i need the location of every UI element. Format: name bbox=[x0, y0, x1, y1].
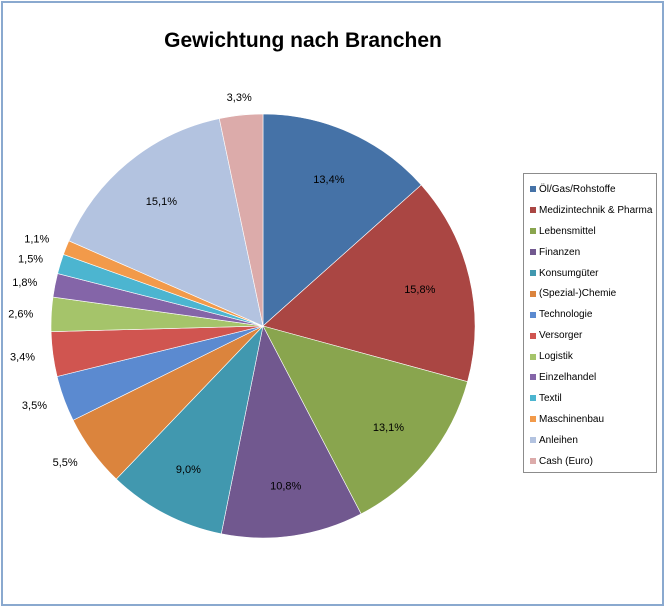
legend-swatch bbox=[530, 395, 536, 402]
legend-swatch bbox=[530, 249, 536, 256]
slice-value-label-13: 15,1% bbox=[146, 196, 177, 208]
slice-value-label-3: 13,1% bbox=[373, 422, 404, 434]
slice-value-label-7: 3,5% bbox=[22, 400, 47, 412]
legend-entry: Einzelhandel bbox=[530, 367, 656, 388]
pie-slice-5 bbox=[115, 325, 264, 535]
legend-label: Öl/Gas/Rohstoffe bbox=[539, 183, 616, 195]
legend-swatch bbox=[530, 416, 536, 423]
legend-swatch bbox=[530, 353, 536, 360]
slice-value-label-6: 5,5% bbox=[53, 457, 78, 469]
pie-slice-1 bbox=[262, 113, 422, 327]
legend-entry: Technologie bbox=[530, 304, 656, 325]
legend-label: Textil bbox=[539, 392, 562, 404]
legend-label: Medizintechnik & Pharma bbox=[539, 204, 653, 216]
legend-swatch bbox=[530, 186, 536, 193]
legend-label: Maschinenbau bbox=[539, 413, 605, 425]
legend-entry: Textil bbox=[530, 388, 656, 409]
legend-entry: Maschinenbau bbox=[530, 409, 656, 430]
legend-entry: Lebensmittel bbox=[530, 221, 656, 242]
slice-value-label-2: 15,8% bbox=[404, 284, 435, 296]
legend-label: Konsumgüter bbox=[539, 267, 599, 279]
legend-swatch bbox=[530, 311, 536, 318]
slice-value-label-1: 13,4% bbox=[313, 174, 344, 186]
legend-label: Lebensmittel bbox=[539, 225, 596, 237]
slice-value-label-9: 2,6% bbox=[8, 308, 33, 320]
chart-legend: Öl/Gas/Rohstoffe Medizintechnik & Pharma L… bbox=[523, 173, 657, 473]
legend-entry: Anleihen bbox=[530, 430, 656, 451]
slice-value-label-10: 1,8% bbox=[12, 277, 37, 289]
legend-entry: Finanzen bbox=[530, 242, 656, 263]
pie-slice-13 bbox=[68, 118, 264, 327]
legend-swatch bbox=[530, 290, 536, 297]
slice-value-label-11: 1,5% bbox=[18, 254, 43, 266]
legend-swatch bbox=[530, 332, 536, 339]
pie-slice-4 bbox=[220, 325, 362, 539]
legend-label: Finanzen bbox=[539, 246, 581, 258]
legend-label: Anleihen bbox=[539, 434, 578, 446]
legend-swatch bbox=[530, 228, 536, 235]
legend-swatch bbox=[530, 207, 536, 214]
legend-label: Logistik bbox=[539, 351, 573, 363]
legend-entry: Cash (Euro) bbox=[530, 451, 656, 472]
legend-swatch bbox=[530, 270, 536, 276]
slice-value-label-8: 3,4% bbox=[10, 352, 35, 364]
legend-label: Versorger bbox=[539, 330, 583, 342]
pie-slice-2 bbox=[262, 184, 476, 383]
legend-swatch bbox=[530, 374, 536, 381]
pie-chart: 13,4% 15,8% 13,1% 10,8% 9,0% 15,1% 5,5% 3,5% 3,4… bbox=[8, 92, 476, 539]
legend-label: Einzelhandel bbox=[539, 371, 597, 383]
legend-entry: Logistik bbox=[530, 346, 656, 367]
legend-label: Technologie bbox=[539, 309, 593, 321]
slice-value-label-5: 9,0% bbox=[176, 464, 201, 476]
slice-value-label-14: 3,3% bbox=[227, 92, 252, 104]
legend-label: Cash (Euro) bbox=[539, 455, 593, 467]
pie-slice-14 bbox=[218, 113, 264, 327]
legend-entry: (Spezial-)Chemie bbox=[530, 283, 656, 304]
legend-swatch bbox=[530, 437, 536, 444]
legend-entry: Öl/Gas/Rohstoffe bbox=[530, 179, 656, 200]
legend-entry: Konsumgüter bbox=[530, 263, 656, 284]
slice-value-label-12: 1,1% bbox=[24, 234, 49, 246]
legend-entry: Medizintechnik & Pharma bbox=[530, 200, 656, 221]
slice-value-label-4: 10,8% bbox=[270, 481, 301, 493]
legend-label: (Spezial-)Chemie bbox=[539, 288, 617, 300]
chart-title: Gewichtung nach Branchen bbox=[164, 29, 442, 52]
pie-slice-3 bbox=[262, 325, 468, 515]
legend-swatch bbox=[530, 458, 536, 465]
legend-entry: Versorger bbox=[530, 325, 656, 346]
